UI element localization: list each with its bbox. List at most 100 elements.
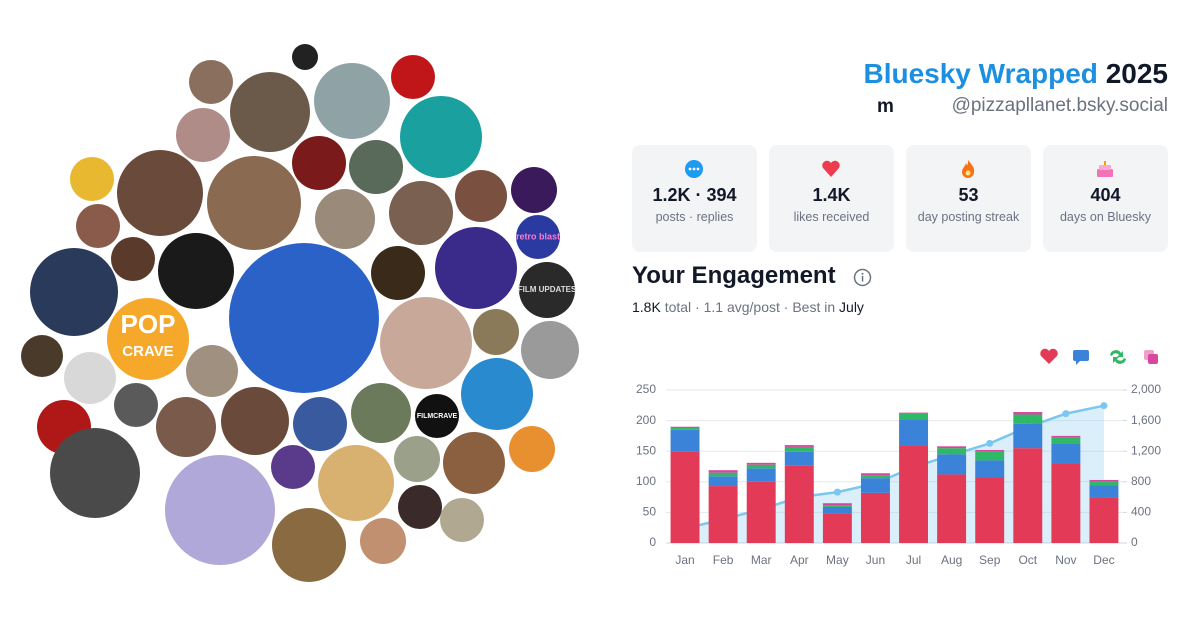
avatar bbox=[292, 136, 346, 190]
y-tick-label: 150 bbox=[636, 443, 656, 457]
icon bbox=[1097, 161, 1113, 177]
stat-card: 1.2K · 394 posts · replies bbox=[632, 145, 757, 252]
summary: 1.8K total · 1.1 avg/post · Best in July bbox=[632, 299, 864, 315]
bar-segment bbox=[784, 465, 814, 543]
avatar bbox=[293, 397, 347, 451]
stat-label: posts · replies bbox=[655, 210, 734, 224]
bar-segment bbox=[1051, 437, 1081, 444]
avatar bbox=[391, 55, 435, 99]
x-tick-label: Sep bbox=[979, 553, 1001, 567]
bar-segment bbox=[860, 475, 890, 479]
avatar bbox=[221, 387, 289, 455]
bar-segment bbox=[937, 474, 967, 543]
y2-tick-label: 1,200 bbox=[1131, 443, 1161, 457]
section-title: Your Engagement bbox=[632, 262, 836, 289]
line-point bbox=[986, 439, 994, 447]
bar-segment bbox=[860, 473, 890, 476]
summary-total: 1.8K bbox=[632, 299, 661, 315]
avatar bbox=[21, 335, 63, 377]
stat-label: day posting streak bbox=[917, 210, 1020, 224]
icon bbox=[962, 160, 975, 178]
stat-value: 1.4K bbox=[812, 185, 851, 205]
stat-value: 404 bbox=[1090, 185, 1121, 205]
bar-segment bbox=[899, 413, 929, 420]
bar-segment bbox=[860, 492, 890, 543]
x-tick-label: May bbox=[826, 553, 849, 567]
bar-segment bbox=[899, 445, 929, 543]
stat-label: likes received bbox=[793, 210, 870, 224]
avatar-label: CRAVE bbox=[122, 343, 173, 360]
y-tick-label: 250 bbox=[636, 382, 656, 396]
avatar bbox=[186, 345, 238, 397]
bar-segment bbox=[975, 451, 1005, 461]
avatar bbox=[351, 383, 411, 443]
legend-quote[interactable] bbox=[1148, 354, 1158, 364]
x-tick-label: Nov bbox=[1055, 553, 1076, 567]
bar-segment bbox=[746, 462, 776, 465]
bar-segment bbox=[975, 477, 1005, 543]
avatar bbox=[111, 237, 155, 281]
bar-segment bbox=[708, 470, 738, 473]
avatar bbox=[50, 428, 140, 518]
line-point bbox=[833, 488, 841, 496]
avatar bbox=[176, 108, 230, 162]
x-tick-label: Jul bbox=[906, 553, 921, 567]
info-icon[interactable] bbox=[853, 268, 872, 287]
avatar bbox=[516, 215, 560, 259]
bar-segment bbox=[1089, 485, 1119, 498]
stat-value: 53 bbox=[958, 185, 979, 205]
avatar bbox=[519, 262, 575, 318]
avatar bbox=[272, 508, 346, 582]
avatar bbox=[314, 63, 390, 139]
avatar bbox=[189, 60, 233, 104]
bar-segment bbox=[1013, 448, 1043, 543]
bar-segment bbox=[784, 446, 814, 452]
engagement-chart: 0 50 100 150 200 250 0 400 800 1,200 1,600 2,000 Jan… bbox=[636, 382, 1161, 567]
bar-segment bbox=[784, 445, 814, 447]
y-tick-label: 50 bbox=[643, 505, 657, 519]
bar-segment bbox=[1013, 414, 1043, 424]
x-tick-label: Aug bbox=[941, 553, 962, 567]
bar-segment bbox=[1089, 497, 1119, 543]
bar-segment bbox=[1051, 463, 1081, 543]
line-point bbox=[1100, 402, 1108, 410]
avatar-label: retro blast bbox=[516, 231, 560, 241]
bar-segment bbox=[1013, 412, 1043, 415]
avatar bbox=[380, 297, 472, 389]
avatar bbox=[461, 358, 533, 430]
legend-reply[interactable] bbox=[1073, 350, 1089, 365]
avatar bbox=[271, 445, 315, 489]
stat-card: 404 days on Bluesky bbox=[1043, 145, 1168, 252]
legend-repost[interactable] bbox=[1110, 350, 1126, 364]
stat-label: days on Bluesky bbox=[1059, 210, 1152, 224]
x-tick-label: Jun bbox=[866, 553, 885, 567]
avatar bbox=[400, 96, 482, 178]
avatar bbox=[230, 72, 310, 152]
avatar bbox=[117, 150, 203, 236]
bar-segment bbox=[860, 478, 890, 493]
avatar bbox=[389, 181, 453, 245]
bar-segment bbox=[822, 506, 852, 514]
bar-segment bbox=[708, 486, 738, 543]
icon bbox=[685, 160, 703, 178]
avatar bbox=[509, 426, 555, 472]
summary-text: avg/post · Best in bbox=[726, 299, 836, 315]
bar-segment bbox=[822, 503, 852, 506]
avatar bbox=[443, 432, 505, 494]
legend-like[interactable] bbox=[1040, 348, 1058, 364]
y-tick-label: 200 bbox=[636, 413, 656, 427]
display-name: m bbox=[877, 96, 894, 117]
bar-segment bbox=[899, 412, 929, 414]
bar-segment bbox=[1013, 423, 1043, 449]
bar-segment bbox=[1089, 481, 1119, 486]
summary-avg: 1.1 bbox=[703, 299, 724, 315]
avatar bbox=[318, 445, 394, 521]
avatar-label: FILMCRAVE bbox=[417, 413, 458, 420]
bar-segment bbox=[937, 448, 967, 455]
avatar bbox=[415, 394, 459, 438]
y2-tick-label: 0 bbox=[1131, 535, 1138, 549]
stat-card: 53 day posting streak bbox=[906, 145, 1031, 252]
bar-segment bbox=[746, 468, 776, 482]
legend bbox=[1040, 348, 1158, 365]
